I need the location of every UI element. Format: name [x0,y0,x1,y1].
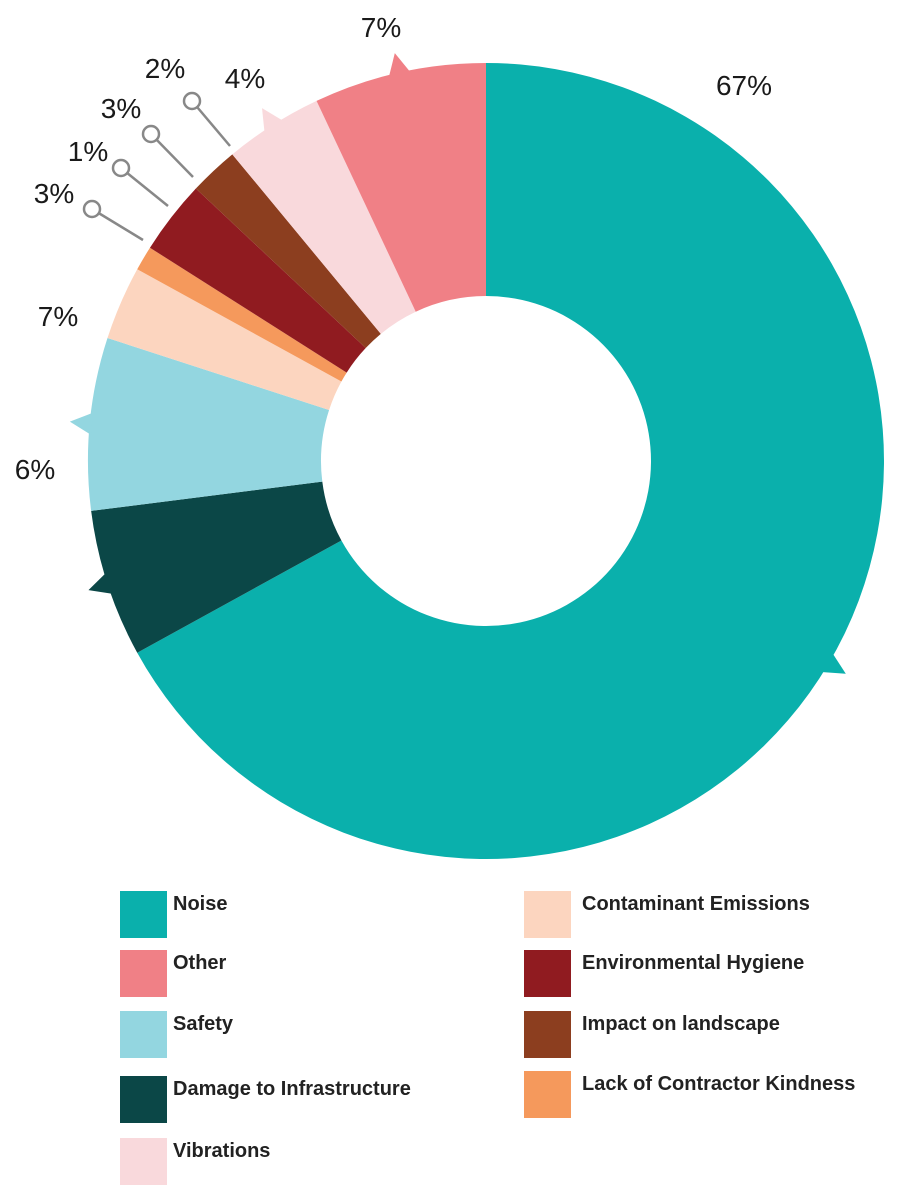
legend-label-safety: Safety [173,1013,234,1035]
pct-label-safety: 7% [38,301,78,332]
legend-swatch-other [120,950,167,997]
legend-swatch-damage-to-infrastructure [120,1076,167,1123]
legend-label-damage-to-infrastructure: Damage to Infrastructure [173,1078,411,1100]
slice-contaminant-emissions [107,269,342,411]
leader-line-contaminant-emissions [91,207,144,242]
leader-pin-lack-of-contractor-kindness [111,158,131,178]
legend-label-contaminant-emissions: Contaminant Emissions [582,893,810,915]
callout-notch-damage-to-infrastructure [88,572,113,594]
pct-label-vibrations: 4% [225,63,265,94]
leader-line-lack-of-contractor-kindness [120,167,169,207]
legend-swatch-contaminant-emissions [524,891,571,938]
legend-label-other: Other [173,952,227,974]
callout-notch-noise [821,652,846,674]
leader-pin-contaminant-emissions [82,199,102,219]
slice-environmental-hygiene [149,188,366,373]
leader-pin-environmental-hygiene [141,124,161,144]
donut-slices [88,63,885,860]
legend-swatch-vibrations [120,1138,167,1185]
legend-label-environmental-hygiene: Environmental Hygiene [582,952,805,974]
pct-label-impact-on-landscape: 2% [145,53,185,84]
legend-swatch-lack-of-contractor-kindness [524,1071,571,1118]
legend-swatch-impact-on-landscape [524,1011,571,1058]
legend-swatch-environmental-hygiene [524,950,571,997]
pct-label-other: 7% [361,12,401,43]
callout-notch-vibrations [262,108,284,133]
pct-label-contaminant-emissions: 3% [34,178,74,209]
legend-label-impact-on-landscape: Impact on landscape [582,1013,780,1035]
slice-impact-on-landscape [195,154,381,349]
leader-lines [69,53,846,674]
leader-line-impact-on-landscape [191,100,231,147]
pct-label-damage-to-infrastructure: 6% [15,454,55,485]
legend-swatch-noise [120,891,167,938]
callout-notch-safety [69,412,93,435]
slice-damage-to-infrastructure [91,481,342,653]
legend-label-noise: Noise [173,893,228,915]
percentage-labels: 67%6%7%3%1%3%2% 4%7% [15,12,772,485]
slice-vibrations [232,100,416,334]
leader-pin-impact-on-landscape [182,91,202,111]
legend-label-vibrations: Vibrations [173,1140,271,1162]
callout-notch-other [388,53,411,78]
leader-line-environmental-hygiene [150,133,194,178]
pct-label-environmental-hygiene: 3% [101,93,141,124]
slice-noise [137,63,885,860]
legend-swatch-safety [120,1011,167,1058]
legend-label-lack-of-contractor-kindness: Lack of Contractor Kindness [582,1073,856,1095]
slice-other [316,63,486,312]
slice-lack-of-contractor-kindness [137,247,347,382]
donut-chart: 67%6%7%3%1%3%2% 4%7% [15,12,885,860]
slice-safety [88,338,330,511]
pct-label-lack-of-contractor-kindness: 1% [68,136,108,167]
pct-label-noise: 67% [716,70,772,101]
